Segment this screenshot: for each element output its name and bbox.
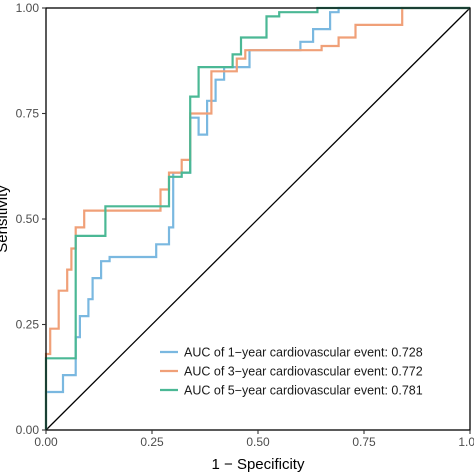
legend-label-series-1: AUC of 1−year cardiovascular event: 0.72… <box>184 346 423 360</box>
y-tick-label: 0.00 <box>16 423 40 437</box>
y-tick-label: 0.50 <box>16 212 40 226</box>
legend-label-series-3: AUC of 5−year cardiovascular event: 0.78… <box>184 384 423 398</box>
y-axis-title: Sensitivity <box>0 185 11 253</box>
x-tick-label: 1.00 <box>458 435 474 449</box>
roc-curve-series-3 <box>44 6 470 430</box>
x-tick-label: 0.75 <box>352 435 376 449</box>
y-tick-label: 0.75 <box>16 107 40 121</box>
y-tick-label: 0.25 <box>16 318 40 332</box>
plot-area <box>44 6 471 431</box>
legend: AUC of 1−year cardiovascular event: 0.72… <box>160 346 423 398</box>
x-tick-label: 0.00 <box>34 435 58 449</box>
x-axis-title: 1 − Specificity <box>212 456 305 473</box>
axes: 0.00 0.25 0.50 0.75 1.00 0.00 0.25 0.50 0.75 1.00 <box>16 1 474 449</box>
legend-label-series-2: AUC of 3−year cardiovascular event: 0.77… <box>184 365 423 379</box>
y-tick-label: 1.00 <box>16 1 40 15</box>
x-tick-label: 0.25 <box>140 435 164 449</box>
reference-diagonal-line <box>45 7 471 431</box>
x-tick-label: 0.50 <box>246 435 270 449</box>
